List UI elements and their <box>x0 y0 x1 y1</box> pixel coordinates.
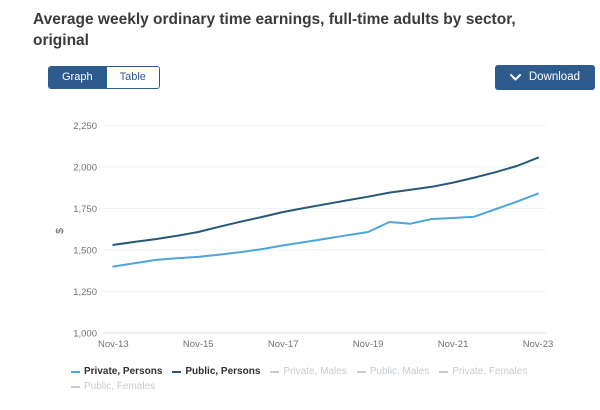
legend-label: Public, Females <box>84 381 156 393</box>
legend-label: Public, Males <box>369 366 430 378</box>
chart-area: 2,250 2,000 1,750 1,500 1,250 1,000 Nov-13 Nov-… <box>0 110 600 362</box>
tab-graph[interactable]: Graph <box>49 67 106 89</box>
legend-label: Private, Females <box>452 366 528 378</box>
legend-item-private-persons[interactable]: Private, Persons <box>71 366 162 378</box>
legend-dash-icon <box>71 371 80 374</box>
y-tick-label: 1,500 <box>73 246 97 257</box>
legend-dash-icon <box>270 371 280 374</box>
legend-label: Private, Males <box>283 366 347 378</box>
legend-item-public-males[interactable]: Public, Males <box>356 366 430 378</box>
page-title: Average weekly ordinary time earnings, f… <box>33 11 516 49</box>
legend-dash-icon <box>172 371 182 374</box>
series-line-private-persons <box>112 192 539 268</box>
x-tick-label: Nov-21 <box>438 339 469 350</box>
toolbar: Graph Table Download <box>0 65 600 91</box>
legend-label: Public, Persons <box>185 366 261 378</box>
view-toggle: Graph Table <box>48 66 160 90</box>
series-line-public-persons <box>112 156 539 247</box>
x-tick-label: Nov-19 <box>353 339 384 350</box>
x-tick-label: Nov-23 <box>523 339 554 350</box>
y-tick-label: 1,000 <box>73 329 97 340</box>
tab-table[interactable]: Table <box>105 67 159 89</box>
legend-item-public-persons[interactable]: Public, Persons <box>172 366 260 378</box>
y-tick-label: 2,000 <box>73 162 97 173</box>
y-tick-label: 2,250 <box>73 121 97 132</box>
chart-widget: Average weekly ordinary time earnings, f… <box>0 10 600 410</box>
legend-dash-icon <box>71 386 80 389</box>
legend-dash-icon <box>439 371 449 374</box>
x-tick-label: Nov-15 <box>183 339 214 350</box>
x-tick-label: Nov-17 <box>268 339 299 350</box>
download-button[interactable]: Download <box>494 65 595 91</box>
legend-item-private-males[interactable]: Private, Males <box>270 366 347 378</box>
legend-item-public-females[interactable]: Public, Females <box>71 381 155 393</box>
legend-label: Private, Persons <box>84 366 163 378</box>
y-tick-label: 1,750 <box>73 204 97 215</box>
x-tick-label: Nov-13 <box>98 339 129 350</box>
legend-dash-icon <box>356 371 366 374</box>
chevron-down-icon <box>509 74 521 81</box>
y-tick-label: 1,250 <box>73 287 97 298</box>
legend-item-private-females[interactable]: Private, Females <box>439 366 527 378</box>
download-label: Download <box>528 71 580 84</box>
chart-legend: Private, Persons Public, Persons Private, … <box>71 366 541 393</box>
y-axis-label: $ <box>54 228 66 234</box>
